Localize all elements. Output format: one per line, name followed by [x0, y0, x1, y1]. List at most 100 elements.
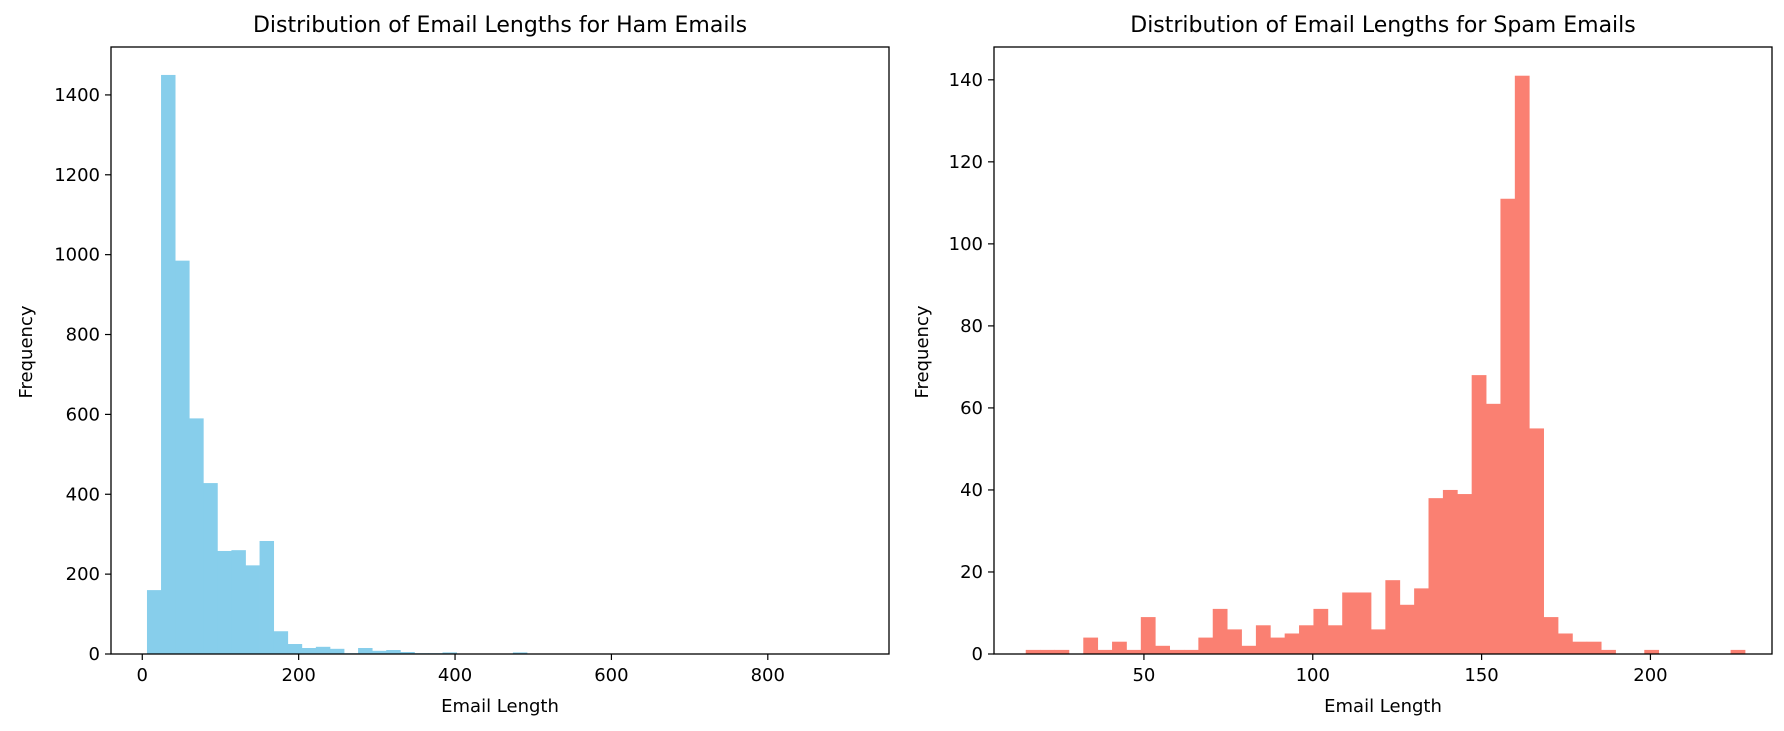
- ham-y-axis-label: Frequency: [16, 305, 37, 398]
- ham-y-tick-label: 800: [66, 325, 100, 346]
- ham-x-tick-label: 400: [438, 665, 472, 686]
- ham-bar: [358, 648, 373, 654]
- ham-y-tick-label: 400: [66, 484, 100, 505]
- ham-bar: [442, 652, 457, 654]
- spam-bar: [1083, 637, 1099, 654]
- spam-bar: [1457, 494, 1473, 654]
- ham-ticks: 0 200 400 600 800 0 200 400 600 800 1000 1200 1400: [54, 85, 785, 686]
- ham-bar: [175, 260, 190, 654]
- spam-bar: [1356, 592, 1372, 654]
- ham-x-tick-label: 200: [281, 665, 315, 686]
- ham-bar: [203, 483, 218, 654]
- spam-bar: [1730, 649, 1746, 654]
- spam-bar: [1529, 428, 1544, 654]
- spam-bar: [1370, 629, 1386, 654]
- ham-bar: [512, 652, 528, 654]
- spam-x-tick-label: 50: [1132, 665, 1155, 686]
- ham-x-tick-label: 600: [594, 665, 628, 686]
- spam-bar: [1414, 588, 1429, 654]
- spam-x-tick-label: 200: [1633, 665, 1667, 686]
- ham-bar: [287, 644, 303, 654]
- spam-bar: [1471, 375, 1487, 654]
- spam-bar: [1040, 649, 1055, 654]
- spam-y-tick-label: 120: [949, 152, 983, 173]
- spam-bar: [1126, 649, 1142, 654]
- spam-x-tick-label: 100: [1296, 665, 1330, 686]
- ham-x-tick-label: 800: [751, 665, 785, 686]
- ham-bar: [161, 74, 176, 654]
- spam-y-tick-label: 80: [960, 316, 983, 337]
- ham-y-tick-label: 1400: [54, 85, 100, 106]
- spam-y-tick-label: 0: [972, 644, 983, 665]
- spam-bar: [1140, 617, 1156, 654]
- spam-bar: [1299, 625, 1314, 654]
- ham-bar: [400, 652, 415, 654]
- spam-bar: [1270, 637, 1286, 654]
- spam-x-axis-label: Email Length: [1324, 696, 1442, 717]
- ham-bar: [386, 650, 401, 654]
- spam-bar: [1644, 649, 1660, 654]
- spam-bar: [1212, 608, 1228, 654]
- ham-bar: [231, 550, 246, 654]
- spam-x-tick-label: 150: [1464, 665, 1498, 686]
- spam-bar: [1241, 645, 1257, 654]
- spam-bar: [1385, 580, 1401, 654]
- ham-y-tick-label: 1000: [54, 245, 100, 266]
- spam-bar: [1342, 592, 1357, 654]
- ham-bar: [329, 648, 345, 654]
- ham-bar: [315, 646, 331, 654]
- ham-bar: [259, 540, 275, 654]
- spam-bar: [1327, 625, 1343, 654]
- spam-y-tick-label: 100: [949, 234, 983, 255]
- spam-bar: [1428, 498, 1444, 654]
- spam-bar: [1601, 649, 1616, 654]
- ham-bar: [372, 650, 387, 654]
- ham-y-tick-label: 1200: [54, 165, 100, 186]
- spam-bar: [1155, 645, 1170, 654]
- spam-y-tick-label: 60: [960, 398, 983, 419]
- spam-chart-title: Distribution of Email Lengths for Spam E…: [1130, 13, 1635, 38]
- spam-bar: [1313, 608, 1329, 654]
- ham-bar: [273, 631, 289, 654]
- spam-bar: [1399, 604, 1415, 654]
- spam-bar: [1025, 649, 1041, 654]
- ham-bar: [189, 418, 204, 654]
- ham-y-tick-label: 0: [89, 644, 100, 665]
- spam-bar: [1112, 641, 1127, 654]
- spam-ticks: 50 100 150 200 0 20 40 60 80 100 120 140: [949, 70, 1668, 686]
- spam-y-tick-label: 20: [960, 562, 983, 583]
- ham-bar: [146, 590, 162, 654]
- ham-bar: [301, 648, 317, 654]
- spam-bar: [1227, 629, 1242, 654]
- spam-bar: [1442, 489, 1458, 654]
- ham-x-axis-label: Email Length: [441, 696, 559, 717]
- spam-bar: [1183, 649, 1199, 654]
- ham-chart-title: Distribution of Email Lengths for Ham Em…: [253, 13, 747, 38]
- ham-y-tick-label: 200: [66, 564, 100, 585]
- spam-bar: [1572, 641, 1588, 654]
- ham-bar: [217, 550, 232, 654]
- spam-bar: [1198, 637, 1214, 654]
- spam-bar: [1097, 649, 1113, 654]
- spam-bar: [1255, 625, 1271, 654]
- ham-x-tick-label: 0: [137, 665, 148, 686]
- ham-histogram-panel: Distribution of Email Lengths for Ham Em…: [16, 13, 890, 717]
- spam-bar: [1054, 649, 1070, 654]
- spam-axes-frame: [993, 46, 1773, 655]
- spam-bar: [1169, 649, 1185, 654]
- ham-axes-frame: [110, 46, 890, 655]
- spam-bar: [1486, 403, 1501, 654]
- spam-bar: [1557, 633, 1573, 654]
- spam-bar: [1284, 633, 1300, 654]
- spam-bar: [1500, 198, 1516, 654]
- spam-bars: [1025, 75, 1746, 654]
- spam-bar: [1586, 641, 1602, 654]
- spam-y-axis-label: Frequency: [912, 305, 933, 398]
- spam-y-tick-label: 140: [949, 70, 983, 91]
- spam-bar: [1514, 75, 1530, 654]
- ham-y-tick-label: 600: [66, 404, 100, 425]
- spam-bar: [1543, 617, 1559, 654]
- spam-histogram-panel: Distribution of Email Lengths for Spam E…: [912, 13, 1773, 717]
- spam-y-tick-label: 40: [960, 480, 983, 501]
